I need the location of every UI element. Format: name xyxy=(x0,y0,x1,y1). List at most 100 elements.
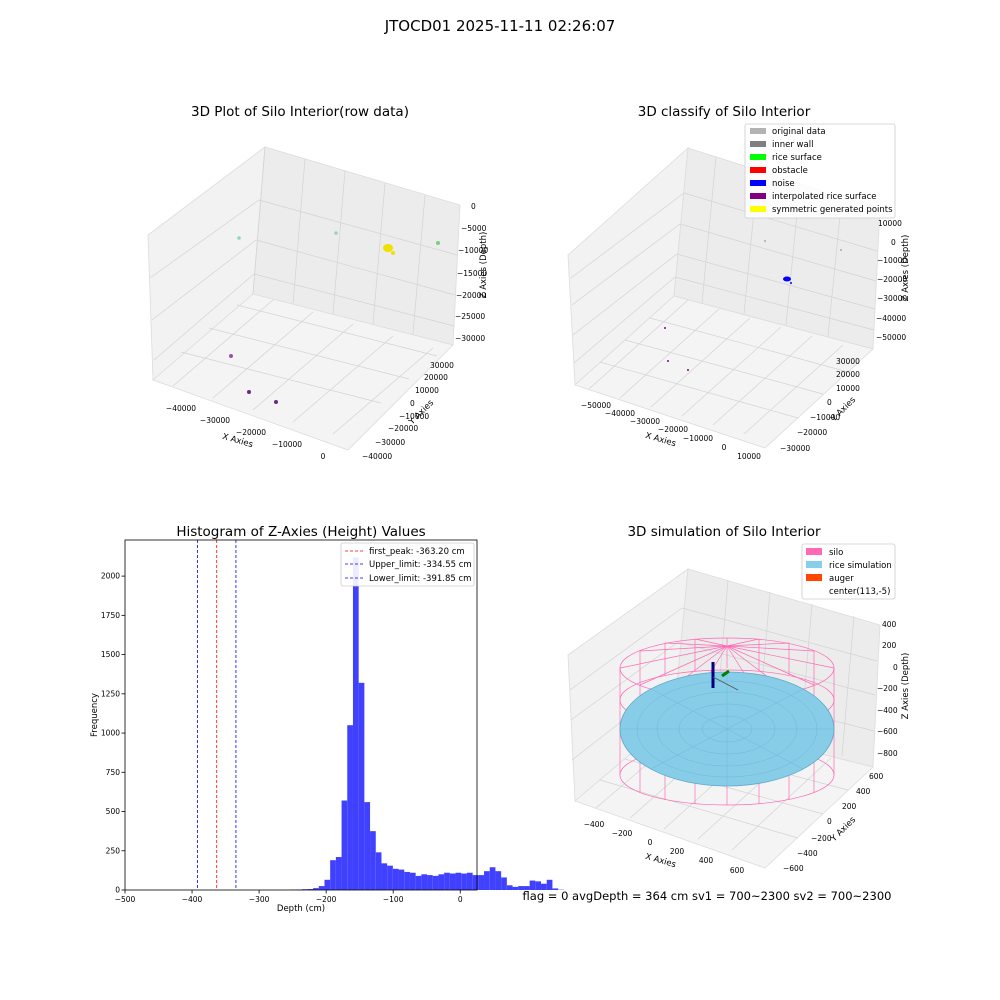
histogram-bar xyxy=(529,880,536,890)
histogram-bar xyxy=(501,877,507,890)
legend-label: Lower_limit: -391.85 cm xyxy=(369,574,471,584)
y-tick-label: 250 xyxy=(106,846,121,855)
z-tick-label: −200 xyxy=(877,684,898,693)
y-tick-label: −20000 xyxy=(797,428,827,437)
reference-lines xyxy=(197,540,237,890)
data-point xyxy=(687,369,689,371)
panel-classify-3d: 3D classify of Silo Interior −50000 −400… xyxy=(567,104,911,461)
y-tick-label: 2000 xyxy=(101,572,120,581)
data-point xyxy=(391,251,395,255)
y-tick-label: 0 xyxy=(827,398,832,407)
y-tick-label: −600 xyxy=(783,864,804,873)
x-axis-ticks: −400 −200 0 200 400 600 xyxy=(584,820,745,875)
legend-label: rice surface xyxy=(772,153,822,163)
histogram-bar xyxy=(330,860,336,890)
x-axis-label: Depth (cm) xyxy=(277,904,325,914)
legend-label: interpolated rice surface xyxy=(772,192,877,202)
x-tick-label: −300 xyxy=(249,895,270,904)
data-point xyxy=(790,282,792,284)
legend-label: center(113,-5) xyxy=(829,587,890,597)
histogram-bar xyxy=(421,874,428,890)
histogram-bar xyxy=(484,871,490,890)
histogram-bar xyxy=(313,888,319,890)
histogram-bar xyxy=(352,557,359,890)
legend-label: silo xyxy=(829,548,843,558)
data-point xyxy=(237,236,241,240)
status-line: flag = 0 avgDepth = 364 cm sv1 = 700~230… xyxy=(523,889,892,903)
y-tick-label: 20000 xyxy=(836,370,860,379)
pane-floor xyxy=(574,295,874,449)
histogram-bar xyxy=(472,875,479,890)
legend-label: auger xyxy=(829,574,854,584)
z-tick-label: −800 xyxy=(877,749,898,758)
y-tick-label: −30000 xyxy=(780,444,810,453)
z-axis-label: Z Axies (Depth) xyxy=(901,235,911,302)
data-point xyxy=(247,390,251,394)
y-tick-label: −20000 xyxy=(388,424,418,433)
histogram-bar xyxy=(381,863,388,890)
legend-swatch-inner-wall xyxy=(750,141,766,147)
z-tick-label: −40000 xyxy=(876,314,906,323)
y-tick-label: 0 xyxy=(410,399,415,408)
z-tick-label: −20000 xyxy=(456,291,486,300)
y-tick-label: −10000 xyxy=(399,412,429,421)
z-tick-label: −20000 xyxy=(877,275,907,284)
data-points xyxy=(229,231,440,404)
histogram-bar xyxy=(370,831,376,890)
x-tick-label: −100 xyxy=(383,895,404,904)
z-axis-ticks: −50000 −40000 −30000 −20000 −10000 0 100… xyxy=(876,219,907,342)
rice-surface-mesh xyxy=(620,672,834,786)
x-axis-ticks: −40000 −30000 −20000 −10000 0 xyxy=(166,404,326,461)
histogram-bar xyxy=(535,881,542,890)
y-tick-label: 600 xyxy=(869,772,884,781)
x-tick-label: 200 xyxy=(670,847,685,856)
legend-frame xyxy=(340,542,475,587)
y-tick-label: 0 xyxy=(115,886,120,895)
panel-simulation-3d: 3D simulation of Silo Interior xyxy=(567,524,911,875)
histogram-bar xyxy=(318,886,325,890)
histogram-bar xyxy=(432,875,439,890)
legend-swatch-noise xyxy=(750,180,766,186)
histogram-bar xyxy=(387,865,393,890)
legend-label: original data xyxy=(772,127,826,137)
x-tick-label: −200 xyxy=(316,895,337,904)
x-tick-label: −30000 xyxy=(630,417,660,426)
y-tick-label: −30000 xyxy=(375,438,405,447)
data-point xyxy=(764,240,766,242)
legend-swatch-original-data xyxy=(750,128,766,134)
y-tick-label: 400 xyxy=(856,787,871,796)
panel-histogram: Histogram of Z-Axies (Height) Values −50… xyxy=(90,524,564,914)
z-tick-label: −25000 xyxy=(455,312,485,321)
legend-swatch-silo xyxy=(806,548,822,555)
legend-swatch-symmetric xyxy=(750,206,766,212)
z-tick-label: −10000 xyxy=(458,246,488,255)
panel-title: Histogram of Z-Axies (Height) Values xyxy=(176,524,425,540)
x-tick-label: 400 xyxy=(699,856,714,865)
z-tick-label: 0 xyxy=(893,663,898,672)
legend-swatch-rice-surface xyxy=(750,154,766,160)
histogram-bar xyxy=(398,869,405,890)
z-axis-label: Z Axies (Depth) xyxy=(479,232,489,299)
data-point xyxy=(334,231,338,235)
y-axis-ticks: −600 −400 −200 0 200 400 600 xyxy=(783,772,884,873)
z-tick-label: −30000 xyxy=(877,294,907,303)
histogram-bar xyxy=(512,886,519,890)
panel-raw-3d: 3D Plot of Silo Interior(row data) −4000… xyxy=(147,104,489,461)
histogram-bar xyxy=(444,872,450,890)
y-tick-label: 1750 xyxy=(101,611,120,620)
data-point xyxy=(667,360,669,362)
histogram-bar xyxy=(409,872,416,890)
y-tick-label: −400 xyxy=(797,849,818,858)
y-axis-label: Y Axies xyxy=(828,815,858,845)
histogram-bar xyxy=(461,873,467,890)
x-axis-ticks: −50000 −40000 −30000 −20000 −10000 0 100… xyxy=(581,401,761,461)
data-cluster xyxy=(383,244,393,252)
x-tick-label: −500 xyxy=(115,895,136,904)
x-tick-label: 0 xyxy=(722,443,727,452)
histogram-bar xyxy=(427,875,433,890)
z-tick-label: −5000 xyxy=(461,224,487,233)
histogram-bar xyxy=(495,871,502,890)
y-axis-ticks: −30000 −20000 −10000 0 10000 20000 30000 xyxy=(780,357,860,453)
legend-label: symmetric generated points xyxy=(772,205,893,215)
